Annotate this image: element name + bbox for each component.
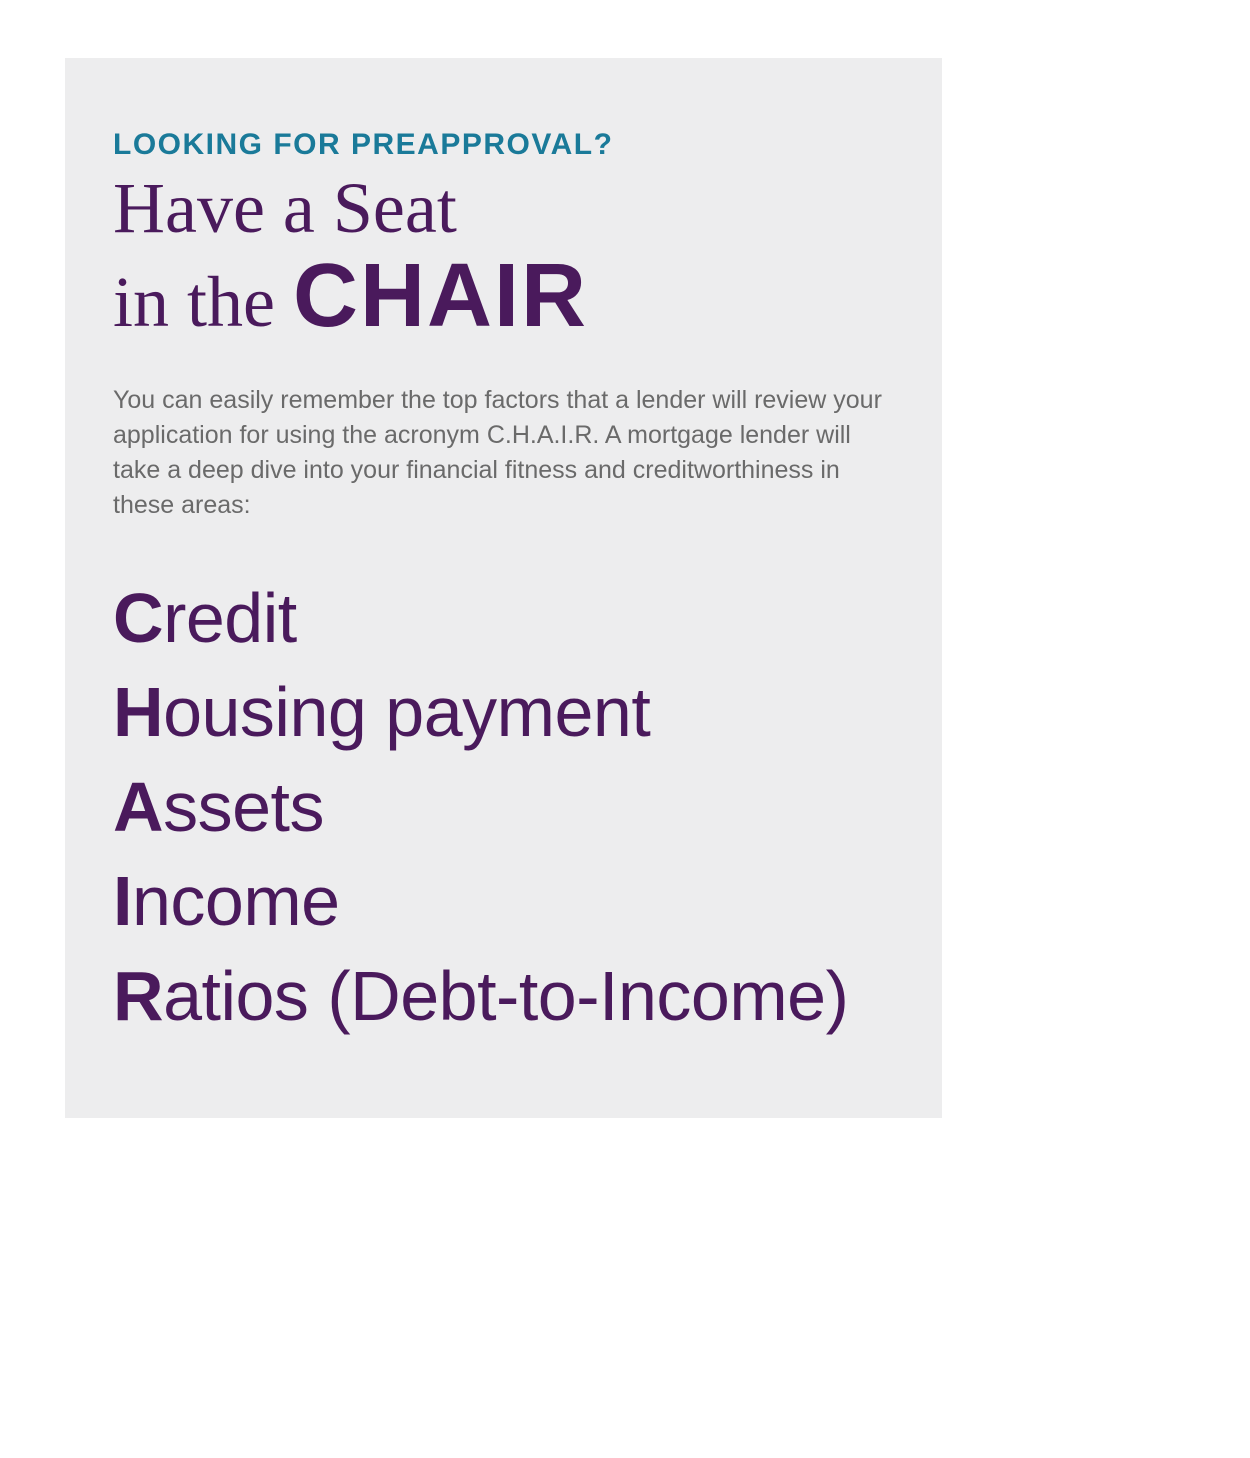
acronym-item-housing: Housing payment (113, 665, 894, 760)
acronym-initial: A (113, 768, 163, 846)
acronym-initial: H (113, 673, 163, 751)
acronym-rest: ncome (132, 862, 340, 940)
acronym-item-income: Income (113, 854, 894, 949)
eyebrow-text: LOOKING FOR PREAPPROVAL? (113, 128, 894, 162)
intro-paragraph: You can easily remember the top factors … (113, 383, 893, 523)
acronym-rest: redit (163, 579, 297, 657)
acronym-item-assets: Assets (113, 760, 894, 855)
acronym-rest: ousing payment (163, 673, 650, 751)
acronym-rest: atios (Debt-to-Income) (163, 957, 848, 1035)
acronym-item-credit: Credit (113, 571, 894, 666)
acronym-item-ratios: Ratios (Debt-to-Income) (113, 949, 894, 1044)
title-line-1: Have a Seat (113, 170, 894, 248)
title-prefix: in the (113, 262, 293, 342)
acronym-rest: ssets (163, 768, 324, 846)
main-title: Have a Seat in the CHAIR (113, 170, 894, 345)
acronym-initial: C (113, 579, 163, 657)
title-emphasis: CHAIR (293, 246, 588, 346)
acronym-initial: R (113, 957, 163, 1035)
title-line-2: in the CHAIR (113, 248, 894, 345)
info-card: LOOKING FOR PREAPPROVAL? Have a Seat in … (65, 58, 942, 1118)
acronym-initial: I (113, 862, 132, 940)
acronym-list: Credit Housing payment Assets Income Rat… (113, 571, 894, 1044)
